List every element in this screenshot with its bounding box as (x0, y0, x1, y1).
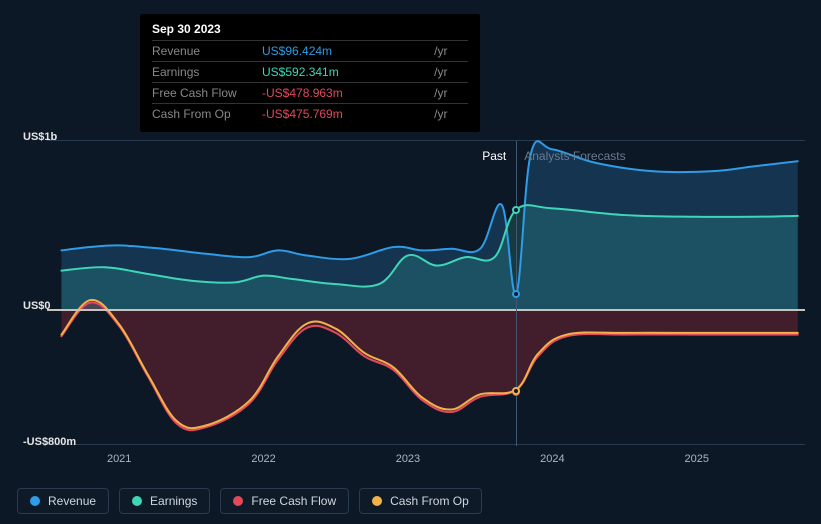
hover-tooltip: Sep 30 2023 RevenueUS$96.424m/yrEarnings… (140, 14, 480, 132)
tooltip-metric-unit: /yr (428, 62, 468, 83)
series-marker-cfo (512, 387, 520, 395)
tooltip-row: Free Cash Flow-US$478.963m/yr (152, 83, 468, 104)
series-area-fcf (61, 302, 797, 430)
tooltip-metric-unit: /yr (428, 41, 468, 62)
tooltip-metric-unit: /yr (428, 104, 468, 125)
legend-swatch-cfo (372, 496, 382, 506)
y-axis-label: US$1b (23, 131, 57, 143)
chart-legend: Revenue Earnings Free Cash Flow Cash From O… (17, 488, 482, 514)
legend-item-cfo[interactable]: Cash From Op (359, 488, 482, 514)
tooltip-metric-label: Earnings (152, 62, 262, 83)
tooltip-table: RevenueUS$96.424m/yrEarningsUS$592.341m/… (152, 40, 468, 124)
legend-swatch-fcf (233, 496, 243, 506)
legend-item-revenue[interactable]: Revenue (17, 488, 109, 514)
x-axis-label: 2025 (684, 453, 708, 465)
legend-item-fcf[interactable]: Free Cash Flow (220, 488, 349, 514)
tooltip-date: Sep 30 2023 (152, 22, 468, 40)
legend-swatch-earnings (132, 496, 142, 506)
legend-label: Free Cash Flow (251, 494, 336, 508)
tooltip-metric-value: -US$478.963m (262, 83, 428, 104)
tooltip-metric-value: US$592.341m (262, 62, 428, 83)
legend-item-earnings[interactable]: Earnings (119, 488, 210, 514)
tooltip-row: EarningsUS$592.341m/yr (152, 62, 468, 83)
series-marker-revenue (512, 290, 520, 298)
x-axis-label: 2022 (251, 453, 275, 465)
legend-swatch-revenue (30, 496, 40, 506)
zero-axis-line (47, 309, 805, 311)
chart-series-svg (47, 141, 805, 444)
financials-chart[interactable]: PastAnalysts Forecasts US$1bUS$0-US$800m… (17, 125, 805, 445)
x-axis-label: 2023 (396, 453, 420, 465)
x-axis-label: 2021 (107, 453, 131, 465)
chart-plot-area: PastAnalysts Forecasts (47, 140, 805, 445)
tooltip-metric-label: Cash From Op (152, 104, 262, 125)
legend-label: Revenue (48, 494, 96, 508)
tooltip-metric-unit: /yr (428, 83, 468, 104)
tooltip-metric-value: -US$475.769m (262, 104, 428, 125)
legend-label: Cash From Op (390, 494, 469, 508)
tooltip-row: Cash From Op-US$475.769m/yr (152, 104, 468, 125)
series-marker-earnings (512, 206, 520, 214)
legend-label: Earnings (150, 494, 197, 508)
tooltip-metric-label: Free Cash Flow (152, 83, 262, 104)
y-axis-label: -US$800m (23, 436, 76, 448)
tooltip-metric-value: US$96.424m (262, 41, 428, 62)
tooltip-metric-label: Revenue (152, 41, 262, 62)
tooltip-row: RevenueUS$96.424m/yr (152, 41, 468, 62)
x-axis-label: 2024 (540, 453, 564, 465)
